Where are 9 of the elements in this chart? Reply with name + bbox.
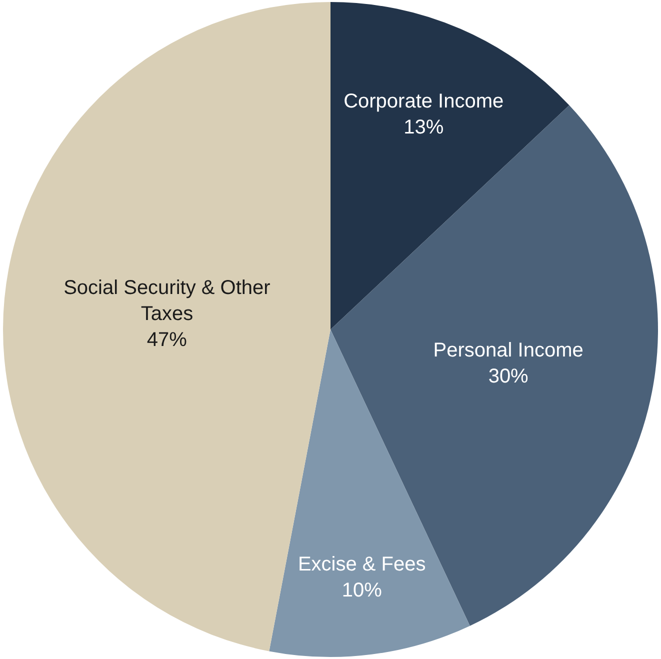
slice-label: Personal Income	[433, 339, 584, 362]
data-label: 13%	[404, 116, 444, 138]
data-label: 30%	[488, 365, 529, 388]
data-label: 10%	[342, 580, 382, 602]
data-label: 47%	[146, 329, 188, 352]
pie-slice	[330, 2, 570, 330]
slice-label: Corporate Income	[344, 90, 504, 112]
slice-label: Social Security & Other Taxes	[64, 277, 271, 326]
slice-label: Excise & Fees	[298, 554, 426, 576]
